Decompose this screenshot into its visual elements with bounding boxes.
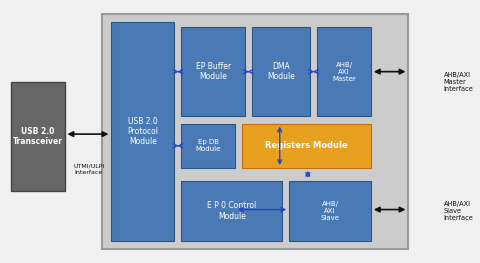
Bar: [111, 22, 174, 241]
Text: UTMI/ULPI
Interface: UTMI/ULPI Interface: [74, 164, 105, 175]
Bar: [317, 27, 371, 116]
Bar: [181, 27, 245, 116]
Text: USB 2.0
Transceiver: USB 2.0 Transceiver: [12, 127, 63, 146]
Bar: [181, 124, 235, 168]
Text: DMA
Module: DMA Module: [267, 62, 295, 81]
Text: AHB/
AXI
Master: AHB/ AXI Master: [332, 62, 356, 82]
Text: Registers Module: Registers Module: [265, 141, 348, 150]
Text: AHB/AXI
Slave
Interface: AHB/AXI Slave Interface: [444, 201, 473, 221]
Bar: [242, 124, 371, 168]
Bar: [102, 14, 408, 249]
Bar: [11, 82, 64, 191]
Bar: [289, 181, 371, 241]
Text: Ep DB
Module: Ep DB Module: [196, 139, 221, 152]
Text: AHB/AXI
Master
Interface: AHB/AXI Master Interface: [444, 72, 473, 92]
Text: E P 0 Control
Module: E P 0 Control Module: [207, 201, 256, 221]
Bar: [181, 181, 282, 241]
Text: AHB/
AXI
Slave: AHB/ AXI Slave: [321, 201, 339, 221]
Text: USB 2.0
Protocol
Module: USB 2.0 Protocol Module: [127, 117, 158, 146]
Bar: [252, 27, 310, 116]
Text: EP Buffer
Module: EP Buffer Module: [195, 62, 230, 81]
